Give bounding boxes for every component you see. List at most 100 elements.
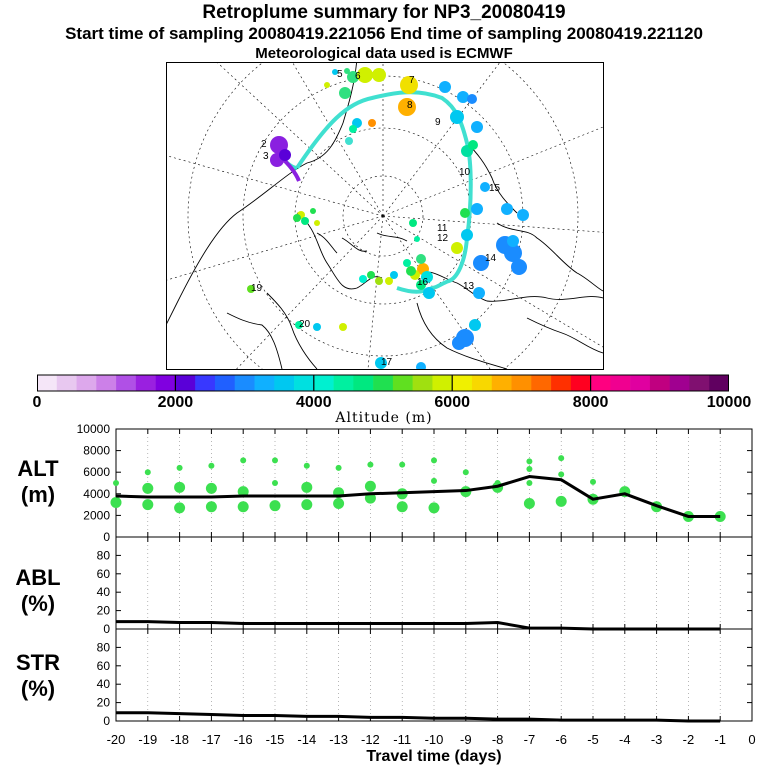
colorbar-swatch — [630, 375, 651, 391]
x-tick-label: 0 — [748, 732, 755, 747]
map-cluster-marker — [480, 182, 490, 192]
alt-cluster-point — [428, 502, 440, 514]
str-frame — [115, 628, 753, 722]
map-cluster-marker — [471, 121, 483, 133]
colorbar-swatch — [195, 375, 216, 391]
colorbar-swatch — [531, 375, 552, 391]
map-cluster-marker — [344, 68, 350, 74]
alt-label-unit: (m) — [20, 482, 56, 507]
alt-label-title: ALT — [17, 456, 59, 481]
x-tick-label: -3 — [651, 732, 663, 747]
x-tick-label: -2 — [683, 732, 695, 747]
map-cluster-marker — [461, 229, 473, 241]
map-cluster-marker — [314, 220, 320, 226]
colorbar-swatch — [214, 375, 236, 391]
colorbar-swatch — [689, 375, 710, 391]
map-cluster-marker — [469, 319, 481, 331]
map-cluster-marker — [416, 280, 426, 290]
map-day-label: 2 — [261, 139, 267, 150]
colorbar-swatch — [155, 375, 176, 391]
str-ytick-label: 60 — [97, 659, 111, 673]
map-cluster-marker — [416, 254, 426, 264]
map-cluster-marker — [349, 125, 357, 133]
alt-cluster-point — [526, 458, 533, 465]
map-cluster-marker — [347, 71, 359, 83]
map-cluster-marker — [385, 277, 393, 285]
alt-cluster-point — [526, 480, 533, 486]
map-cluster-markers — [247, 67, 529, 369]
colorbar-tick-label: 6000 — [434, 394, 470, 411]
map-cluster-marker — [507, 235, 519, 247]
alt-cluster-point — [272, 480, 278, 486]
colorbar-swatch — [333, 375, 354, 391]
abl-ytick-label: 0 — [103, 622, 110, 636]
map-cluster-marker — [372, 68, 386, 82]
x-tick-label: -9 — [460, 732, 472, 747]
map-cluster-marker — [345, 137, 353, 145]
x-tick-label: -1 — [714, 732, 726, 747]
alt-ytick-label: 0 — [103, 530, 110, 544]
alt-cluster-point — [590, 478, 596, 485]
abl-ytick-label: 20 — [97, 604, 111, 618]
map-cluster-marker — [339, 323, 347, 331]
map-day-label: 5 — [337, 69, 343, 80]
x-tick-label: -8 — [492, 732, 504, 747]
map-cluster-marker — [511, 259, 527, 275]
alt-cluster-point — [237, 486, 249, 498]
map-cluster-marker — [467, 94, 477, 104]
map-day-label: 6 — [355, 71, 361, 82]
x-tick-label: -18 — [170, 732, 189, 747]
x-tick-label: -19 — [138, 732, 157, 747]
alt-cluster-point — [205, 501, 217, 513]
x-tick-label: -20 — [107, 732, 126, 747]
alt-cluster-point — [396, 501, 408, 513]
map-cluster-marker — [367, 271, 375, 279]
map-day-label: 20 — [299, 319, 311, 330]
colorbar-swatch — [294, 375, 315, 391]
map-cluster-marker — [421, 271, 433, 283]
alt-cluster-point — [367, 461, 374, 468]
x-tick-label: -4 — [619, 732, 631, 747]
colorbar-swatch — [590, 375, 611, 391]
map-day-label: 17 — [381, 357, 393, 368]
alt-cluster-point — [333, 498, 345, 510]
map-cluster-marker — [357, 67, 373, 83]
colorbar-swatch — [96, 375, 117, 391]
map-cluster-marker — [423, 287, 435, 299]
colorbar-swatch — [175, 375, 196, 391]
map-cluster-marker — [451, 242, 463, 254]
alt-cluster-point — [205, 482, 217, 494]
map-cluster-marker — [324, 82, 330, 88]
map-cluster-marker — [517, 209, 529, 221]
x-tick-label: -17 — [202, 732, 221, 747]
colorbar-swatch — [551, 375, 572, 391]
map-cluster-marker — [403, 259, 411, 267]
map-day-label: 16 — [417, 277, 429, 288]
map-day-label: 3 — [263, 151, 269, 162]
map-cluster-marker — [409, 219, 417, 227]
abl-ytick-label: 40 — [97, 585, 111, 599]
colorbar-swatch — [511, 375, 532, 391]
abl-panel-label: ABL (%) — [8, 565, 68, 617]
alt-cluster-point — [113, 480, 119, 486]
alt-cluster-point — [176, 464, 183, 471]
str-panel-label: STR (%) — [8, 650, 68, 702]
alt-cluster-point — [144, 469, 151, 476]
str-label-unit: (%) — [20, 676, 56, 701]
colorbar-tick-label: 8000 — [572, 394, 609, 411]
alt-mean-line — [115, 474, 721, 518]
map-cluster-marker — [390, 271, 398, 279]
map-cluster-marker — [400, 76, 418, 94]
colorbar-swatch — [373, 375, 394, 391]
x-tick-label: -5 — [587, 732, 599, 747]
map-day-label: 11 — [437, 223, 448, 234]
colorbar-swatch — [234, 375, 255, 391]
sampling-times: Start time of sampling 20080419.221056 E… — [65, 24, 703, 43]
colorbar-tick-label: 10000 — [706, 394, 752, 411]
colorbar-swatch — [412, 375, 433, 391]
map-cluster-marker — [457, 91, 469, 103]
alt-panel-label: ALT (m) — [8, 456, 68, 508]
map-cluster-marker — [416, 362, 426, 369]
x-tick-label: -13 — [329, 732, 348, 747]
